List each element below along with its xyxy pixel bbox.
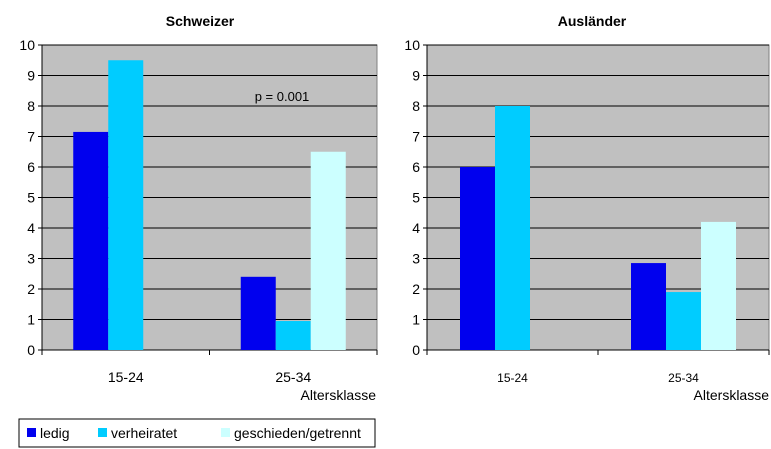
y-tick-label: 4 — [27, 220, 35, 236]
y-tick-label: 0 — [412, 342, 420, 358]
bar-ledig-25-34 — [240, 276, 276, 350]
chart-title: Schweizer — [166, 13, 235, 29]
x-axis-label: Altersklasse — [694, 387, 770, 403]
chart-panel-2: 0 1 2 3 4 5 6 7 8 9 10 15-24 25-34 Ausländer Alterskla… — [404, 13, 770, 403]
y-tick-label: 6 — [412, 159, 420, 175]
y-tick-label: 4 — [412, 220, 420, 236]
bar-verheiratet-25-34 — [666, 292, 701, 350]
legend-swatch — [221, 428, 230, 437]
x-category-label: 15-24 — [108, 369, 144, 385]
x-category-label: 25-34 — [668, 371, 699, 385]
legend-swatch — [98, 428, 107, 437]
bar-ledig-15-24 — [73, 131, 109, 350]
y-tick-label: 9 — [412, 68, 420, 84]
x-category-label: 25-34 — [275, 369, 311, 385]
y-tick-label: 0 — [27, 342, 35, 358]
y-tick-label: 10 — [404, 37, 420, 53]
y-tick-label: 2 — [27, 281, 35, 297]
y-tick-label: 5 — [27, 190, 35, 206]
bar-ledig-15-24 — [460, 167, 495, 350]
y-tick-label: 5 — [412, 190, 420, 206]
y-tick-label: 8 — [412, 98, 420, 114]
annotation-pvalue: p = 0.001 — [255, 89, 310, 104]
legend-label: geschieden/getrennt — [234, 425, 361, 441]
x-category-label: 15-24 — [497, 371, 528, 385]
legend-label: verheiratet — [111, 425, 177, 441]
y-tick-label: 8 — [27, 98, 35, 114]
legend-label: ledig — [40, 425, 70, 441]
legend-swatch — [27, 428, 36, 437]
bar-verheiratet-15-24 — [108, 60, 144, 350]
y-tick-label: 1 — [412, 312, 420, 328]
bar-geschieden-getrennt-25-34 — [310, 151, 346, 350]
x-axis-label: Altersklasse — [301, 387, 377, 403]
y-tick-label: 3 — [412, 251, 420, 267]
y-tick-label: 7 — [27, 129, 35, 145]
bar-verheiratet-25-34 — [275, 321, 311, 350]
bar-geschieden-getrennt-25-34 — [701, 221, 736, 350]
y-tick-label: 9 — [27, 68, 35, 84]
legend: ledig verheiratet geschieden/getrennt — [18, 418, 376, 448]
legend-box — [18, 418, 376, 448]
chart-title: Ausländer — [558, 13, 627, 29]
y-tick-label: 3 — [27, 251, 35, 267]
bar-ledig-25-34 — [631, 263, 666, 350]
y-tick-label: 7 — [412, 129, 420, 145]
y-tick-label: 1 — [27, 312, 35, 328]
bar-verheiratet-15-24 — [495, 106, 530, 350]
y-tick-label: 2 — [412, 281, 420, 297]
y-tick-label: 6 — [27, 159, 35, 175]
chart-panel-1: 0 1 2 3 4 5 6 7 8 9 10 15-24 25-34 Schweizer Alterskla… — [19, 13, 378, 403]
y-tick-label: 10 — [19, 37, 35, 53]
